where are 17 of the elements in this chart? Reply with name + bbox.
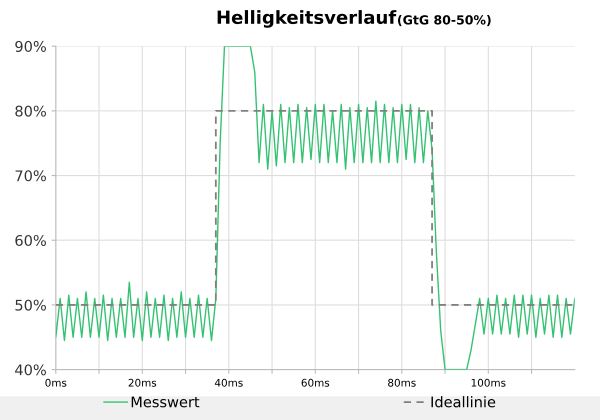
y-tick-label: 80% [15,106,46,117]
y-tick-label: 70% [16,170,46,182]
chart-subtitle: (GtG 80-50%) [398,14,491,26]
y-tick-label: 50% [15,300,46,311]
x-tick-label: 0ms [45,378,66,387]
y-tick-label: 40% [15,364,46,376]
x-tick-label: 60ms [302,378,330,387]
x-tick-label: 20ms [128,378,156,387]
x-tick-label: 80ms [388,378,416,387]
x-tick-label: 100ms [472,378,506,387]
legend-label: Messwert [132,396,200,408]
x-tick-label: 40ms [214,378,243,387]
line-series [56,46,575,370]
legend-label: Ideallinie [432,396,496,408]
chart-title: Helligkeitsverlauf [218,10,396,28]
y-tick-label: 60% [15,234,46,246]
y-tick-label: 90% [15,40,46,52]
